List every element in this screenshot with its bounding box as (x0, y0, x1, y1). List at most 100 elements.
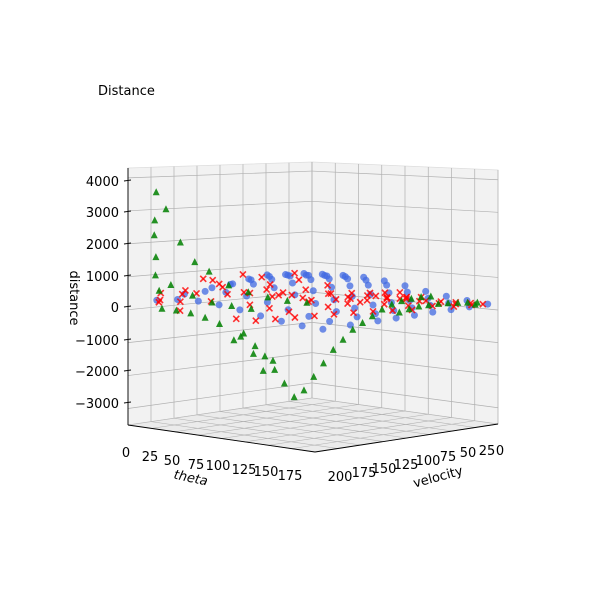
data-point-circle (346, 282, 354, 290)
y-tick-label: 150 (372, 462, 397, 477)
grid-line (219, 411, 407, 439)
data-point-x (356, 298, 364, 306)
x-tick-label: 50 (164, 454, 181, 469)
data-point-triangle (427, 292, 435, 300)
data-point-x (258, 273, 266, 281)
data-point-circle (305, 312, 313, 320)
data-point-triangle (189, 291, 197, 299)
data-point-triangle (152, 188, 160, 196)
data-point-triangle (247, 304, 255, 312)
chart-title: Distance (98, 84, 155, 99)
z-tick-label: 4000 (86, 175, 119, 190)
data-point-x (372, 292, 380, 300)
data-point-circle (194, 297, 202, 305)
data-point-triangle (349, 325, 357, 333)
data-point-x (363, 296, 371, 304)
data-point-circle (422, 287, 430, 295)
data-point-x (324, 290, 332, 298)
data-point-circle (319, 325, 327, 333)
data-point-x (366, 289, 374, 297)
data-point-circle (484, 300, 492, 308)
data-point-x (215, 280, 223, 288)
data-point-x (295, 276, 303, 284)
data-point-circle (328, 283, 336, 291)
data-point-circle (298, 322, 306, 330)
data-point-triangle (464, 298, 472, 306)
data-point-circle (257, 312, 265, 320)
data-point-x (288, 291, 296, 299)
data-point-x (181, 286, 189, 295)
data-point-triangle (261, 352, 269, 360)
grid-line (244, 413, 429, 443)
data-point-triangle (201, 313, 209, 321)
data-point-x (369, 307, 377, 316)
data-point-circle (309, 287, 317, 295)
data-point-circle (392, 314, 400, 322)
y-tick-label: 0 (496, 444, 504, 459)
x-tick-label: 125 (232, 463, 257, 478)
data-point-x (266, 280, 274, 289)
data-point-circle (249, 280, 257, 288)
data-point-triangle (444, 299, 452, 307)
data-layer (150, 188, 492, 401)
data-point-circle (326, 317, 334, 325)
grid-line (291, 420, 475, 449)
data-point-triangle (339, 335, 347, 343)
data-point-triangle (151, 216, 159, 224)
data-point-triangle (230, 336, 238, 344)
data-point-x (263, 285, 271, 294)
y-tick-label: 175 (352, 466, 377, 481)
data-point-circle (369, 301, 377, 309)
data-point-x (310, 312, 319, 320)
data-point-triangle (216, 319, 224, 327)
y-tick-label: 200 (328, 470, 353, 485)
data-point-x (344, 300, 352, 308)
data-point-x (381, 289, 389, 297)
data-point-triangle (280, 379, 288, 387)
data-point-triangle (205, 267, 213, 275)
data-point-x (330, 310, 338, 318)
data-point-triangle (300, 386, 308, 394)
data-point-circle (268, 275, 276, 283)
x-tick-label: 0 (122, 446, 130, 461)
data-point-triangle (240, 329, 248, 337)
data-point-triangle (395, 308, 403, 316)
data-point-circle (442, 292, 450, 300)
data-point-circle (383, 281, 391, 289)
data-point-x (332, 295, 340, 303)
data-point-circle (410, 311, 418, 319)
z-tick (123, 242, 132, 245)
y-axis-line (314, 423, 499, 453)
data-point-triangle (191, 258, 199, 266)
data-point-triangle (471, 300, 479, 308)
z-tick-label: 2000 (86, 238, 119, 253)
data-point-x (348, 289, 356, 297)
data-point-x (396, 288, 404, 297)
data-point-triangle (425, 301, 433, 309)
z-tick-label: −2000 (75, 365, 119, 380)
data-point-x (349, 309, 358, 317)
data-point-triangle (155, 286, 163, 294)
data-point-triangle (269, 356, 277, 364)
data-point-x (275, 291, 283, 299)
data-point-x (265, 304, 274, 312)
data-point-x (388, 306, 397, 315)
data-point-circle (208, 284, 216, 292)
data-point-circle (401, 282, 409, 290)
data-point-x (279, 288, 287, 297)
data-point-triangle (454, 298, 462, 306)
data-point-triangle (407, 294, 415, 302)
data-point-x (302, 286, 310, 294)
data-point-x (299, 294, 307, 302)
data-point-triangle (290, 393, 298, 401)
data-point-x (252, 317, 260, 325)
y-tick-label: 75 (440, 450, 457, 465)
z-tick (123, 274, 132, 277)
data-point-triangle (167, 281, 175, 289)
data-point-triangle (368, 312, 376, 320)
data-point-triangle (415, 302, 423, 310)
data-point-triangle (310, 372, 318, 380)
data-point-x (307, 296, 315, 304)
